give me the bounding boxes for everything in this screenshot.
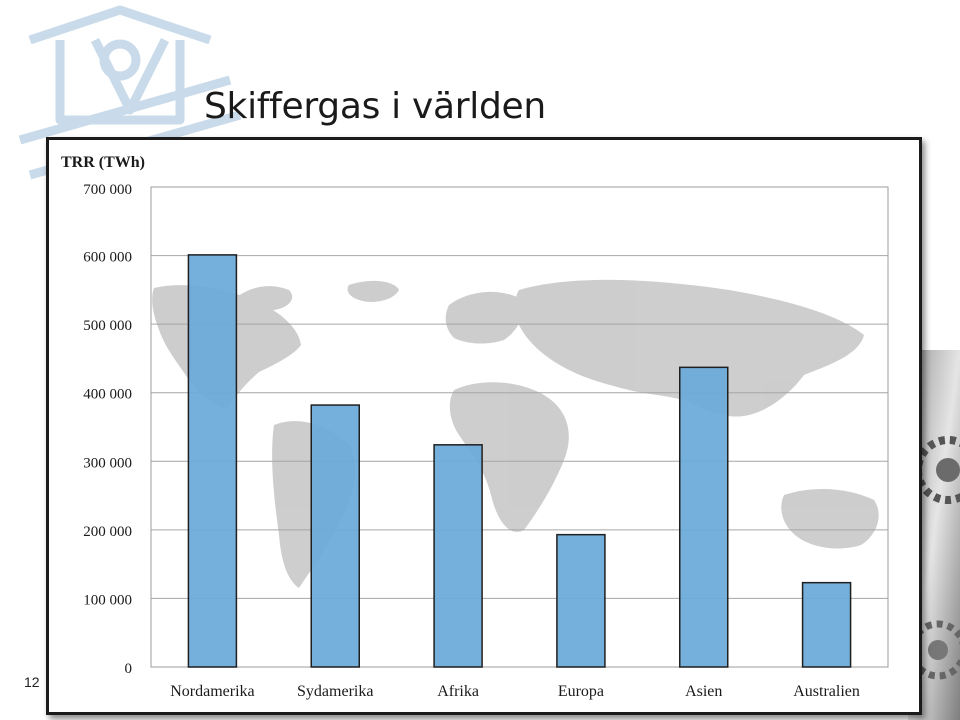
y-tick-label: 700 000 <box>83 182 132 198</box>
slide-number: 12 <box>24 674 40 690</box>
plot-area-border <box>150 186 889 668</box>
x-tick-label: Afrika <box>437 683 479 700</box>
bar-australien <box>801 581 852 668</box>
y-tick-label: 400 000 <box>83 387 132 403</box>
bar-asien <box>679 366 729 668</box>
y-tick-label: 0 <box>125 661 133 677</box>
bar-afrika <box>433 444 483 668</box>
slide-title: Skiffergas i världen <box>204 86 546 127</box>
y-tick-label: 200 000 <box>83 524 132 540</box>
y-tick-label: 500 000 <box>83 318 132 334</box>
bar-sydamerika <box>310 404 360 668</box>
chart-frame: 0 100 000 200 000 300 000 400 000 500 000 600 … <box>46 137 922 715</box>
bars <box>187 254 852 668</box>
gridlines <box>151 255 888 599</box>
x-tick-label: Nordamerika <box>170 683 254 700</box>
y-tick-label: 100 000 <box>83 592 132 608</box>
bar-chart: 0 100 000 200 000 300 000 400 000 500 000 600 … <box>61 154 889 700</box>
x-tick-label: Europa <box>558 683 604 700</box>
world-map-background <box>152 279 879 588</box>
x-tick-label: Asien <box>685 683 722 700</box>
y-axis-label: TRR (TWh) <box>61 154 145 171</box>
x-tick-label: Australien <box>793 683 860 700</box>
y-axis-ticks: 0 100 000 200 000 300 000 400 000 500 000 600 … <box>83 182 132 677</box>
bar-nordamerika <box>187 254 238 668</box>
y-tick-label: 300 000 <box>83 455 132 471</box>
x-tick-label: Sydamerika <box>297 683 373 700</box>
y-tick-label: 600 000 <box>83 250 132 266</box>
bar-europa <box>556 533 606 668</box>
x-axis-ticks: Nordamerika Sydamerika Afrika Europa Asien Au… <box>170 683 860 700</box>
